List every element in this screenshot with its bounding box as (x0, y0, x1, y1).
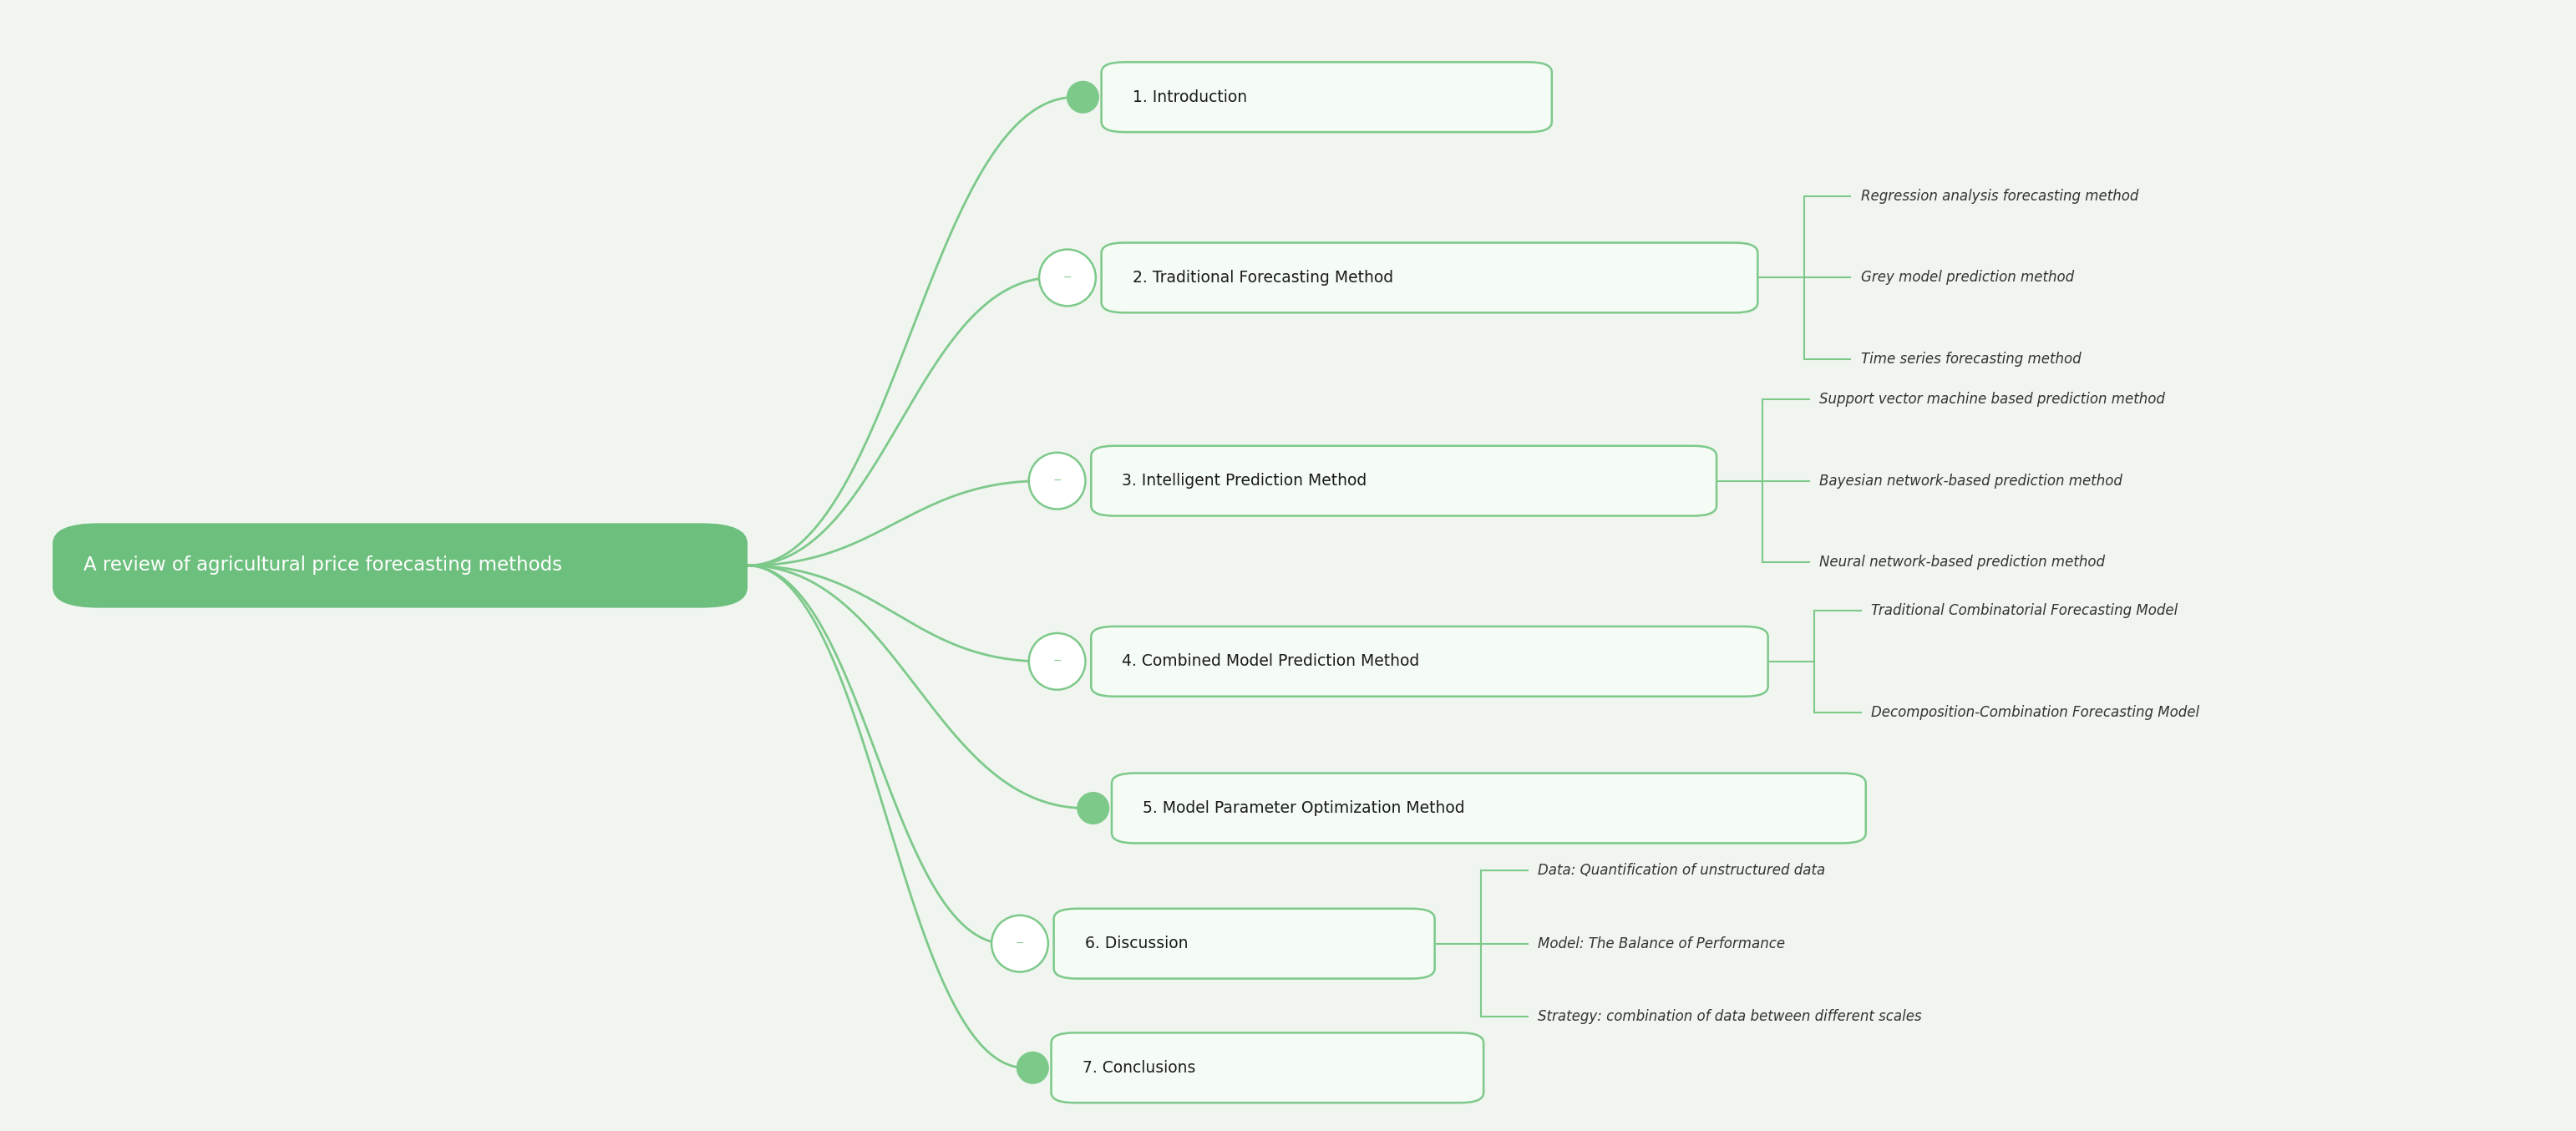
Text: Traditional Combinatorial Forecasting Model: Traditional Combinatorial Forecasting Mo… (1870, 603, 2177, 619)
Text: −: − (1064, 273, 1072, 283)
Text: Grey model prediction method: Grey model prediction method (1860, 270, 2074, 285)
Text: Regression analysis forecasting method: Regression analysis forecasting method (1860, 189, 2138, 204)
Text: Decomposition-Combination Forecasting Model: Decomposition-Combination Forecasting Mo… (1870, 705, 2200, 719)
Text: 5. Model Parameter Optimization Method: 5. Model Parameter Optimization Method (1144, 801, 1466, 817)
FancyBboxPatch shape (1103, 62, 1551, 132)
Text: −: − (1054, 475, 1061, 486)
FancyBboxPatch shape (52, 524, 747, 607)
Text: Data: Quantification of unstructured data: Data: Quantification of unstructured dat… (1538, 863, 1826, 878)
FancyBboxPatch shape (1113, 774, 1865, 843)
Ellipse shape (1066, 81, 1097, 112)
Ellipse shape (1028, 633, 1084, 690)
Text: Strategy: combination of data between different scales: Strategy: combination of data between di… (1538, 1010, 1922, 1025)
Text: Time series forecasting method: Time series forecasting method (1860, 352, 2081, 366)
FancyBboxPatch shape (1051, 1033, 1484, 1103)
FancyBboxPatch shape (1092, 446, 1716, 516)
FancyBboxPatch shape (1103, 243, 1757, 312)
Text: Support vector machine based prediction method: Support vector machine based prediction … (1819, 392, 2166, 407)
Ellipse shape (1018, 1052, 1048, 1083)
Text: 2. Traditional Forecasting Method: 2. Traditional Forecasting Method (1133, 270, 1394, 286)
Ellipse shape (1077, 793, 1108, 823)
Text: −: − (1015, 939, 1025, 949)
Text: −: − (1054, 656, 1061, 667)
Ellipse shape (1038, 250, 1095, 307)
Text: 4. Combined Model Prediction Method: 4. Combined Model Prediction Method (1123, 654, 1419, 670)
Text: 6. Discussion: 6. Discussion (1084, 935, 1188, 951)
Text: Bayesian network-based prediction method: Bayesian network-based prediction method (1819, 474, 2123, 489)
Text: 1. Introduction: 1. Introduction (1133, 89, 1247, 105)
Text: Model: The Balance of Performance: Model: The Balance of Performance (1538, 936, 1785, 951)
Text: 7. Conclusions: 7. Conclusions (1082, 1060, 1195, 1076)
FancyBboxPatch shape (1092, 627, 1767, 697)
Text: Neural network-based prediction method: Neural network-based prediction method (1819, 554, 2105, 570)
Text: 3. Intelligent Prediction Method: 3. Intelligent Prediction Method (1123, 473, 1368, 489)
Ellipse shape (1028, 452, 1084, 509)
FancyBboxPatch shape (1054, 908, 1435, 978)
Text: A review of agricultural price forecasting methods: A review of agricultural price forecasti… (82, 556, 562, 575)
Ellipse shape (992, 915, 1048, 972)
